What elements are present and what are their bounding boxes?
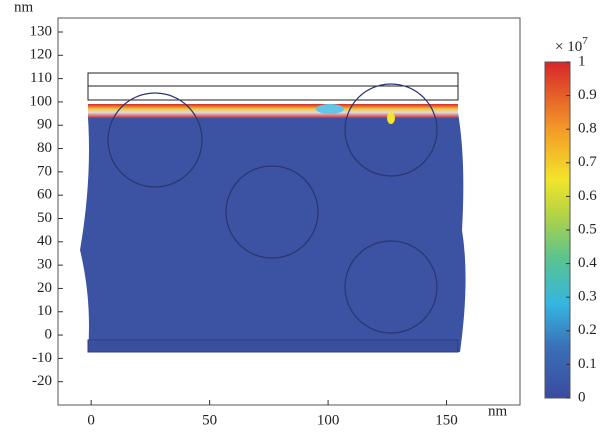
particle: [107, 92, 203, 188]
colorbar-tick-label: 0.1: [578, 356, 597, 372]
y-tick-label: 30: [37, 257, 52, 273]
top-layer: [87, 85, 459, 101]
particle: [344, 240, 438, 334]
colorbar: [544, 61, 571, 399]
top-layer: [87, 72, 459, 87]
y-tick-label: -20: [32, 373, 52, 389]
y-tick-label: 90: [37, 117, 52, 133]
x-axis-label: nm: [488, 403, 508, 419]
field: [80, 72, 466, 353]
colorbar-tick-label: 1: [578, 53, 586, 69]
y-tick-label: 40: [37, 233, 52, 249]
y-tick-label: 70: [37, 163, 52, 179]
colorbar-exponent: 7: [582, 35, 588, 47]
y-tick-label: 10: [37, 303, 52, 319]
colorbar-tick-label: 0.7: [578, 154, 597, 170]
colorbar-tick-label: 0.5: [578, 221, 597, 237]
colorbar-multiplier: × 10: [555, 39, 582, 55]
y-tick-label: 100: [30, 93, 53, 109]
y-tick-label: 0: [45, 326, 53, 342]
particle: [225, 165, 319, 259]
colorbar-tick-label: 0.4: [578, 255, 597, 271]
y-tick-label: 50: [37, 210, 52, 226]
y-tick-label: 80: [37, 140, 52, 156]
colorbar-label: × 107: [555, 35, 588, 56]
x-tick-label: 150: [435, 412, 458, 428]
y-tick-label: 130: [30, 23, 53, 39]
y-tick-label: 20: [37, 280, 52, 296]
y-tick-label: 60: [37, 187, 52, 203]
x-tick-label: 50: [202, 412, 217, 428]
colorbar-tick-label: 0.9: [578, 87, 597, 103]
y-tick-label: 120: [30, 47, 53, 63]
x-tick-label: 100: [317, 412, 340, 428]
colorbar-tick-label: 0.3: [578, 289, 597, 305]
colorbar-tick-label: 0.8: [578, 121, 597, 137]
colorbar-tick-label: 0.6: [578, 188, 597, 204]
y-axis-label: nm: [14, 0, 34, 15]
colorbar-tick-label: 0.2: [578, 322, 597, 338]
hot-spot: [316, 104, 344, 114]
x-tick-label: 0: [87, 412, 95, 428]
hot-spot: [387, 112, 395, 124]
particle: [344, 83, 438, 177]
y-tick-label: -10: [32, 350, 52, 366]
y-tick-label: 110: [30, 70, 52, 86]
colorbar-tick-label: 0: [578, 389, 586, 405]
bottom-layer: [87, 339, 459, 353]
domain: [80, 113, 466, 352]
hot-strip: [88, 104, 458, 118]
